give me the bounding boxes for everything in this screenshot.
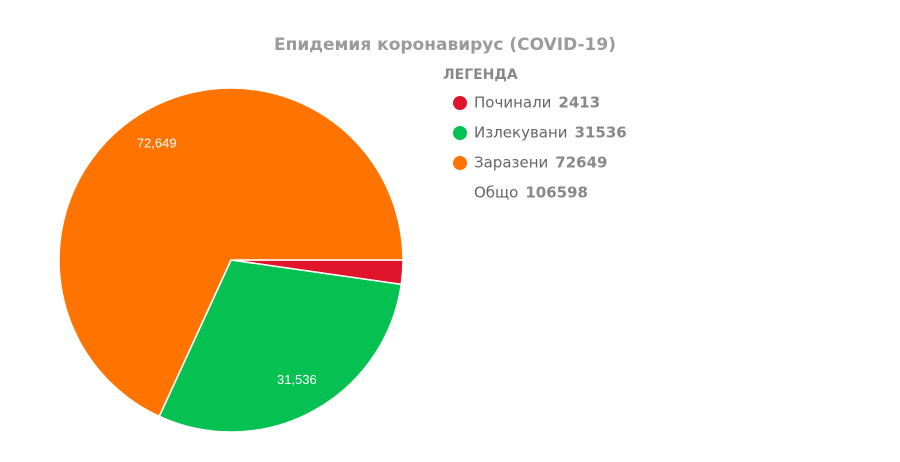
chart-title: Епидемия коронавирус (COVID-19) [274, 35, 616, 55]
legend-marker [453, 96, 467, 110]
legend-marker [453, 126, 467, 140]
legend-marker [453, 156, 467, 170]
legend-title: ЛЕГЕНДА [443, 67, 518, 83]
data-label: 31,536 [277, 372, 317, 387]
data-label: 72,649 [137, 136, 177, 151]
legend-value: 2413 [558, 94, 600, 112]
pie-slice [58, 87, 404, 418]
legend-value: 31536 [575, 124, 627, 142]
legend-label: Излекувани [474, 124, 568, 142]
total-value: 106598 [525, 184, 588, 202]
legend-value: 72649 [555, 154, 607, 172]
total-label: Общо [474, 184, 518, 202]
legend-label: Починали [474, 94, 551, 112]
legend-label: Заразени [474, 154, 548, 172]
pie-slice [158, 259, 403, 433]
